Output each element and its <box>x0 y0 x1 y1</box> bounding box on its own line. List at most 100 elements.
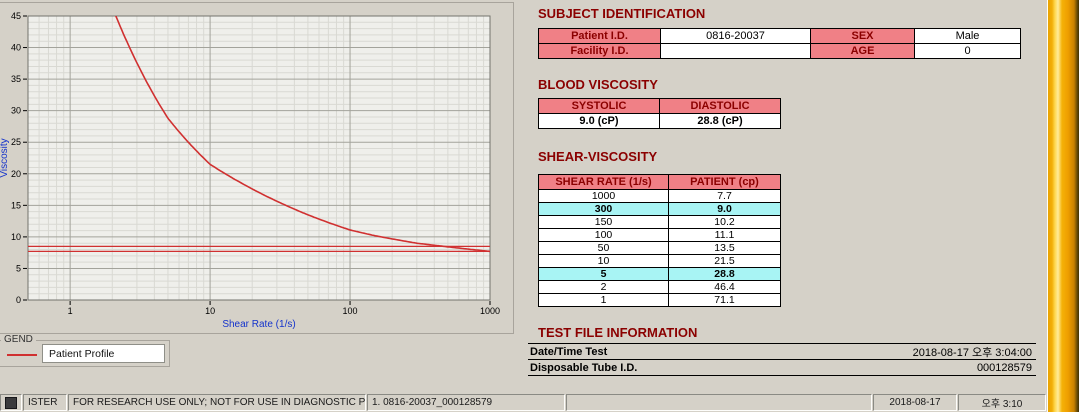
subject-identification-table: Patient I.D. 0816-20037 SEX Male Facilit… <box>538 28 1021 59</box>
patient-value-cell: 71.1 <box>668 293 781 307</box>
disposable-tube-id-label: Disposable Tube I.D. <box>530 361 638 374</box>
table-row: 1000 7.7 <box>538 189 781 203</box>
patient-value-cell: 10.2 <box>668 215 781 229</box>
research-notice-panel: FOR RESEARCH USE ONLY; NOT FOR USE IN DI… <box>68 394 366 411</box>
date-time-test-value: 2018-08-17 오후 3:04:00 <box>912 346 1032 359</box>
table-row: SYSTOLIC DIASTOLIC <box>538 98 781 114</box>
patient-id-label: Patient I.D. <box>538 28 661 44</box>
svg-text:45: 45 <box>11 11 21 21</box>
adjacent-window-stripe <box>1047 0 1079 412</box>
table-row: 300 9.0 <box>538 202 781 216</box>
sex-label: SEX <box>810 28 915 44</box>
patient-value-cell: 9.0 <box>668 202 781 216</box>
systolic-header: SYSTOLIC <box>538 98 660 114</box>
current-file-panel: 1. 0816-20037_000128579 <box>367 394 565 411</box>
table-row: Disposable Tube I.D. 000128579 <box>528 360 1036 376</box>
svg-text:100: 100 <box>343 306 358 316</box>
patient-value-cell: 13.5 <box>668 241 781 255</box>
blood-viscosity-table: SYSTOLIC DIASTOLIC 9.0 (cP) 28.8 (cP) <box>538 98 781 129</box>
shear-rate-cell: 100 <box>538 228 669 242</box>
shear-viscosity-table: SHEAR RATE (1/s) PATIENT (cp) 1000 7.7 30… <box>538 174 781 307</box>
patient-value-cell: 7.7 <box>668 189 781 203</box>
svg-text:Viscosity: Viscosity <box>0 138 10 177</box>
legend-item-label: Patient Profile <box>49 347 115 360</box>
shear-rate-cell: 5 <box>538 267 669 281</box>
svg-text:Shear Rate (1/s): Shear Rate (1/s) <box>222 319 295 330</box>
table-row: 150 10.2 <box>538 215 781 229</box>
patient-id-value: 0816-20037 <box>660 28 811 44</box>
table-row: 50 13.5 <box>538 241 781 255</box>
svg-text:30: 30 <box>11 106 21 116</box>
patient-value-cell: 28.8 <box>668 267 781 281</box>
table-row: 9.0 (cP) 28.8 (cP) <box>538 113 781 129</box>
legend-group-label: GEND <box>1 334 36 345</box>
table-row: 10 21.5 <box>538 254 781 268</box>
patient-value-cell: 21.5 <box>668 254 781 268</box>
svg-text:15: 15 <box>11 200 21 210</box>
sex-value: Male <box>914 28 1021 44</box>
shear-rate-cell: 1 <box>538 293 669 307</box>
report-panel: SUBJECT IDENTIFICATION Patient I.D. 0816… <box>528 0 1046 394</box>
patient-value-cell: 11.1 <box>668 228 781 242</box>
table-row: 100 11.1 <box>538 228 781 242</box>
shear-rate-cell: 300 <box>538 202 669 216</box>
svg-text:5: 5 <box>16 263 21 273</box>
blood-viscosity-title: BLOOD VISCOSITY <box>538 77 658 92</box>
facility-id-label: Facility I.D. <box>538 43 661 59</box>
svg-text:10: 10 <box>205 306 215 316</box>
status-partial-panel: ISTER <box>23 394 67 411</box>
status-partial-text: ISTER <box>28 397 58 408</box>
table-header-row: SHEAR RATE (1/s) PATIENT (cp) <box>538 174 781 190</box>
shear-rate-cell: 50 <box>538 241 669 255</box>
age-label: AGE <box>810 43 915 59</box>
current-file-text: 1. 0816-20037_000128579 <box>372 397 493 408</box>
table-row: Date/Time Test 2018-08-17 오후 3:04:00 <box>528 344 1036 360</box>
shear-viscosity-title: SHEAR-VISCOSITY <box>538 149 658 164</box>
chart-canvas[interactable]: 0 5 10 15 20 25 30 35 40 45 1 10 100 1000 Shear Rate (… <box>0 3 514 335</box>
legend-panel: Patient Profile <box>42 344 165 363</box>
viscosity-chart[interactable]: 0 5 10 15 20 25 30 35 40 45 1 10 100 1000 Shear Rate (… <box>0 2 514 334</box>
svg-text:40: 40 <box>11 43 21 53</box>
patient-value-cell: 46.4 <box>668 280 781 294</box>
app-status-icon <box>5 396 17 409</box>
shear-rate-cell: 150 <box>538 215 669 229</box>
svg-text:35: 35 <box>11 74 21 84</box>
shear-rate-cell: 2 <box>538 280 669 294</box>
svg-text:1000: 1000 <box>480 306 500 316</box>
test-file-information-title: TEST FILE INFORMATION <box>538 325 698 340</box>
shear-rate-cell: 10 <box>538 254 669 268</box>
legend-line-sample <box>7 354 37 356</box>
status-time-panel: 오후 3:10 <box>958 394 1046 411</box>
table-row: Facility I.D. AGE 0 <box>538 43 1021 59</box>
status-icon-panel <box>0 394 22 411</box>
status-date-panel: 2018-08-17 <box>873 394 957 411</box>
status-date-text: 2018-08-17 <box>889 397 941 408</box>
svg-text:20: 20 <box>11 169 21 179</box>
research-notice-text: FOR RESEARCH USE ONLY; NOT FOR USE IN DI… <box>73 397 366 408</box>
systolic-value: 9.0 (cP) <box>538 113 660 129</box>
svg-text:1: 1 <box>68 306 73 316</box>
diastolic-header: DIASTOLIC <box>659 98 781 114</box>
table-row: 1 71.1 <box>538 293 781 307</box>
legend-group: GEND Patient Profile <box>0 334 170 367</box>
facility-id-value <box>660 43 811 59</box>
svg-text:10: 10 <box>11 232 21 242</box>
subject-identification-title: SUBJECT IDENTIFICATION <box>538 6 706 21</box>
test-file-information-section: TEST FILE INFORMATION Date/Time Test 201… <box>528 325 1036 376</box>
shear-rate-header: SHEAR RATE (1/s) <box>538 174 669 190</box>
svg-text:0: 0 <box>16 295 21 305</box>
status-bar: ISTER FOR RESEARCH USE ONLY; NOT FOR USE… <box>0 393 1047 412</box>
status-spacer-panel <box>566 394 872 411</box>
table-row: 5 28.8 <box>538 267 781 281</box>
status-time-text: 오후 3:10 <box>981 399 1023 410</box>
disposable-tube-id-value: 000128579 <box>976 361 1032 374</box>
diastolic-value: 28.8 (cP) <box>659 113 781 129</box>
table-row: Patient I.D. 0816-20037 SEX Male <box>538 28 1021 44</box>
patient-cp-header: PATIENT (cp) <box>668 174 781 190</box>
table-row: 2 46.4 <box>538 280 781 294</box>
date-time-test-label: Date/Time Test <box>530 345 608 358</box>
svg-text:25: 25 <box>11 137 21 147</box>
shear-rate-cell: 1000 <box>538 189 669 203</box>
age-value: 0 <box>914 43 1021 59</box>
